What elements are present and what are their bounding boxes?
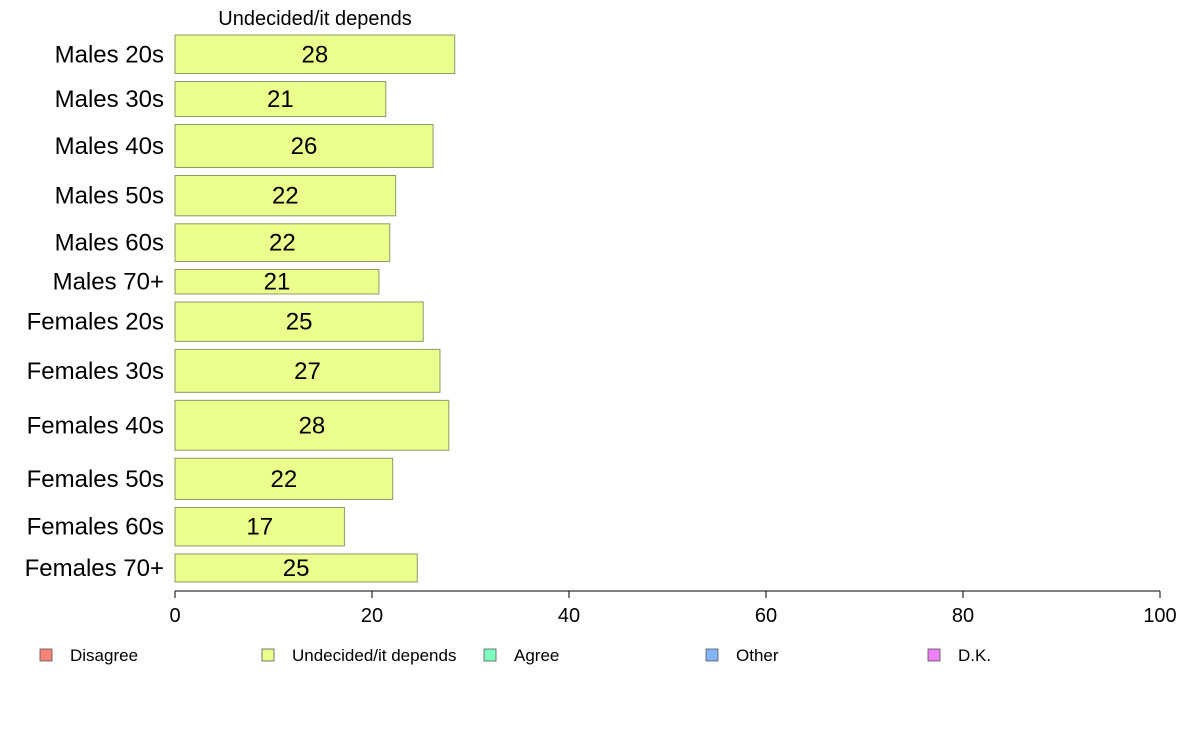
- bar: [174, 348, 441, 393]
- legend-swatch: [705, 648, 719, 662]
- bar: [174, 553, 418, 583]
- data-label: 22: [270, 466, 297, 493]
- data-label: 25: [283, 555, 310, 582]
- data-label: 27: [294, 358, 321, 385]
- bar: [174, 34, 456, 75]
- legend-swatch: [483, 648, 497, 662]
- legend-label: Disagree: [70, 646, 138, 665]
- x-tick-label: 40: [558, 605, 580, 627]
- legend-label: Undecided/it depends: [292, 646, 456, 665]
- bar: [174, 223, 391, 262]
- category-label: Females 50s: [27, 466, 164, 493]
- data-label: 17: [246, 514, 273, 541]
- category-label: Males 60s: [55, 230, 164, 257]
- bar: [174, 457, 394, 500]
- data-label: 21: [267, 86, 294, 113]
- data-label: 25: [286, 309, 313, 336]
- category-label: Males 40s: [55, 133, 164, 160]
- category-label: Males 20s: [55, 41, 164, 68]
- bar: [174, 124, 434, 169]
- data-label: 28: [299, 412, 326, 439]
- x-tick-label: 60: [755, 605, 777, 627]
- legend-label: Agree: [514, 646, 559, 665]
- legend: Disagree Undecided/it depends Agree Other D.…: [39, 646, 991, 665]
- bar: [174, 399, 450, 451]
- category-label: Males 30s: [55, 86, 164, 113]
- category-label: Females 40s: [27, 412, 164, 439]
- data-label: 22: [269, 230, 296, 257]
- bar: [174, 268, 380, 295]
- category-label: Females 20s: [27, 309, 164, 336]
- data-label: 28: [302, 41, 329, 68]
- category-label: Females 60s: [27, 514, 164, 541]
- legend-swatch: [261, 648, 275, 662]
- x-tick-label: 80: [952, 605, 974, 627]
- bar: [174, 301, 424, 342]
- category-label: Females 30s: [27, 358, 164, 385]
- x-axis: 0 20 40 60 80 100: [169, 590, 1177, 627]
- data-label: 26: [291, 133, 318, 160]
- bars-group: Males 20s 28 Males 30s 21 Males 40s 26 Males 5…: [25, 34, 456, 583]
- x-tick-label: 100: [1143, 605, 1176, 627]
- legend-label: D.K.: [958, 646, 991, 665]
- category-label: Females 70+: [25, 555, 164, 582]
- chart-title: Undecided/it depends: [218, 8, 411, 30]
- bar: [174, 506, 345, 547]
- legend-swatch: [39, 648, 53, 662]
- bar: [174, 175, 397, 217]
- category-label: Males 70+: [53, 269, 164, 296]
- data-label: 21: [264, 269, 291, 296]
- legend-label: Other: [736, 646, 779, 665]
- category-label: Males 50s: [55, 183, 164, 210]
- data-label: 22: [272, 183, 299, 210]
- legend-swatch: [927, 648, 941, 662]
- x-tick-label: 20: [361, 605, 383, 627]
- x-tick-label: 0: [169, 605, 180, 627]
- bar: [174, 81, 387, 118]
